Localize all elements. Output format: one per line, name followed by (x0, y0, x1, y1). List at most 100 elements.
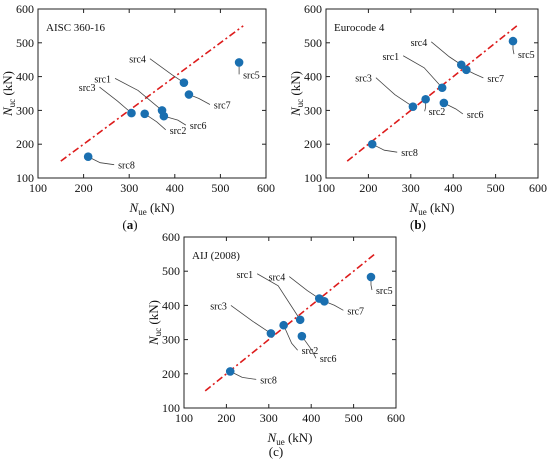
leader-line (375, 77, 414, 108)
y-tick-label: 400 (162, 298, 180, 312)
point-label-src1: src1 (237, 270, 254, 281)
panel-c-aij: 100 200 300 400 500 600 100 200 300 400 500 600 Nue … (146, 230, 405, 447)
y-tick-label: 500 (304, 36, 322, 50)
point-label-src5: src5 (243, 70, 260, 81)
data-point-src7 (184, 90, 194, 99)
point-label-src5: src5 (518, 50, 535, 61)
data-point-src2 (421, 94, 430, 104)
x-tick-label: 600 (257, 181, 275, 195)
data-point-src5 (234, 58, 244, 67)
point-label-src2: src2 (302, 346, 319, 357)
x-tick-label: 500 (211, 181, 229, 195)
data-point-src5 (366, 272, 376, 282)
data-point-src7 (462, 65, 471, 75)
reference-line-1to1 (346, 25, 518, 162)
point-label-src1: src1 (383, 52, 400, 63)
y-tick-label: 300 (162, 333, 180, 347)
data-point-src4 (179, 78, 189, 87)
point-label-src3: src3 (210, 301, 227, 312)
data-point-src6 (297, 331, 307, 341)
y-tick-label: 400 (304, 70, 322, 84)
y-tick-label: 600 (162, 230, 180, 244)
x-axis-label: Nue (kN) (267, 430, 313, 447)
leader-line (144, 113, 166, 131)
point-label-src8: src8 (260, 375, 277, 386)
panel-b-eurocode: 100 200 300 400 500 600 100 200 300 400 500 600 Nue … (288, 2, 547, 217)
point-label-src4: src4 (129, 55, 146, 66)
leader-line (402, 55, 443, 89)
y-tick-label: 100 (162, 401, 180, 415)
data-point-src5 (508, 36, 518, 46)
data-point-src3 (127, 108, 136, 118)
data-point-src8 (225, 367, 235, 376)
point-label-src3: src3 (355, 74, 372, 85)
data-point-src3 (408, 102, 418, 111)
x-tick-label: 300 (402, 181, 420, 195)
panel-a-aisc: 100 200 300 400 500 600 100 200 300 400 500 600 Nue … (0, 2, 275, 217)
x-tick-label: 100 (29, 181, 47, 195)
data-point-src7 (320, 296, 329, 306)
data-point-src1 (295, 315, 305, 325)
y-tick-label: 400 (16, 70, 34, 84)
x-tick-label: 600 (387, 411, 405, 425)
y-axis-label: Nuc (kN) (288, 71, 305, 117)
leader-line (87, 156, 115, 166)
leader-line (289, 276, 320, 299)
caption-b: (b) (410, 217, 426, 232)
point-label-src5: src5 (376, 286, 393, 297)
y-tick-label: 500 (16, 36, 34, 50)
point-label-src8: src8 (118, 161, 135, 172)
x-tick-label: 500 (487, 181, 505, 195)
plot-frame (183, 236, 397, 409)
y-tick-label: 200 (16, 137, 34, 151)
x-tick-label: 100 (175, 411, 193, 425)
y-tick-label: 300 (304, 103, 322, 117)
plot-frame (325, 8, 539, 179)
x-tick-label: 100 (317, 181, 335, 195)
leader-line (301, 335, 317, 359)
x-tick-label: 300 (120, 181, 138, 195)
y-tick-label: 200 (304, 137, 322, 151)
leader-line (149, 58, 185, 84)
x-tick-label: 400 (166, 181, 184, 195)
method-label: AISC 360-16 (46, 22, 105, 34)
point-label-src6: src6 (320, 354, 337, 365)
y-tick-label: 200 (162, 367, 180, 381)
point-label-src3: src3 (79, 83, 96, 94)
leader-line (430, 41, 462, 66)
x-tick-label: 200 (217, 411, 235, 425)
x-axis-label: Nue (kN) (409, 200, 455, 217)
y-tick-label: 300 (16, 103, 34, 117)
caption-a: (a) (122, 217, 137, 232)
data-point-src8 (83, 152, 93, 162)
y-tick-label: 100 (16, 171, 34, 185)
data-point-src1 (437, 83, 447, 93)
x-tick-label: 500 (345, 411, 363, 425)
point-label-src1: src1 (94, 74, 111, 85)
point-label-src4: src4 (269, 273, 286, 284)
y-tick-label: 500 (162, 264, 180, 278)
point-label-src4: src4 (411, 38, 428, 49)
data-point-src8 (367, 139, 377, 149)
leader-line (163, 115, 187, 126)
data-point-src2 (279, 320, 288, 330)
method-label: Eurocode 4 (334, 22, 385, 34)
leader-line (230, 371, 257, 380)
x-tick-label: 600 (529, 181, 547, 195)
leader-line (256, 273, 301, 320)
x-tick-label: 200 (75, 181, 93, 195)
leader-line (114, 78, 163, 111)
point-label-src6: src6 (190, 121, 207, 132)
x-tick-label: 400 (444, 181, 462, 195)
point-label-src6: src6 (467, 110, 484, 121)
leader-line (230, 305, 272, 334)
y-tick-label: 600 (304, 2, 322, 16)
point-label-src8: src8 (401, 148, 418, 159)
y-tick-label: 600 (16, 2, 34, 16)
point-label-src7: src7 (214, 101, 231, 112)
leader-line (443, 102, 464, 115)
leader-line (372, 143, 398, 153)
plot-frame (37, 8, 267, 179)
data-point-src2 (140, 109, 150, 119)
